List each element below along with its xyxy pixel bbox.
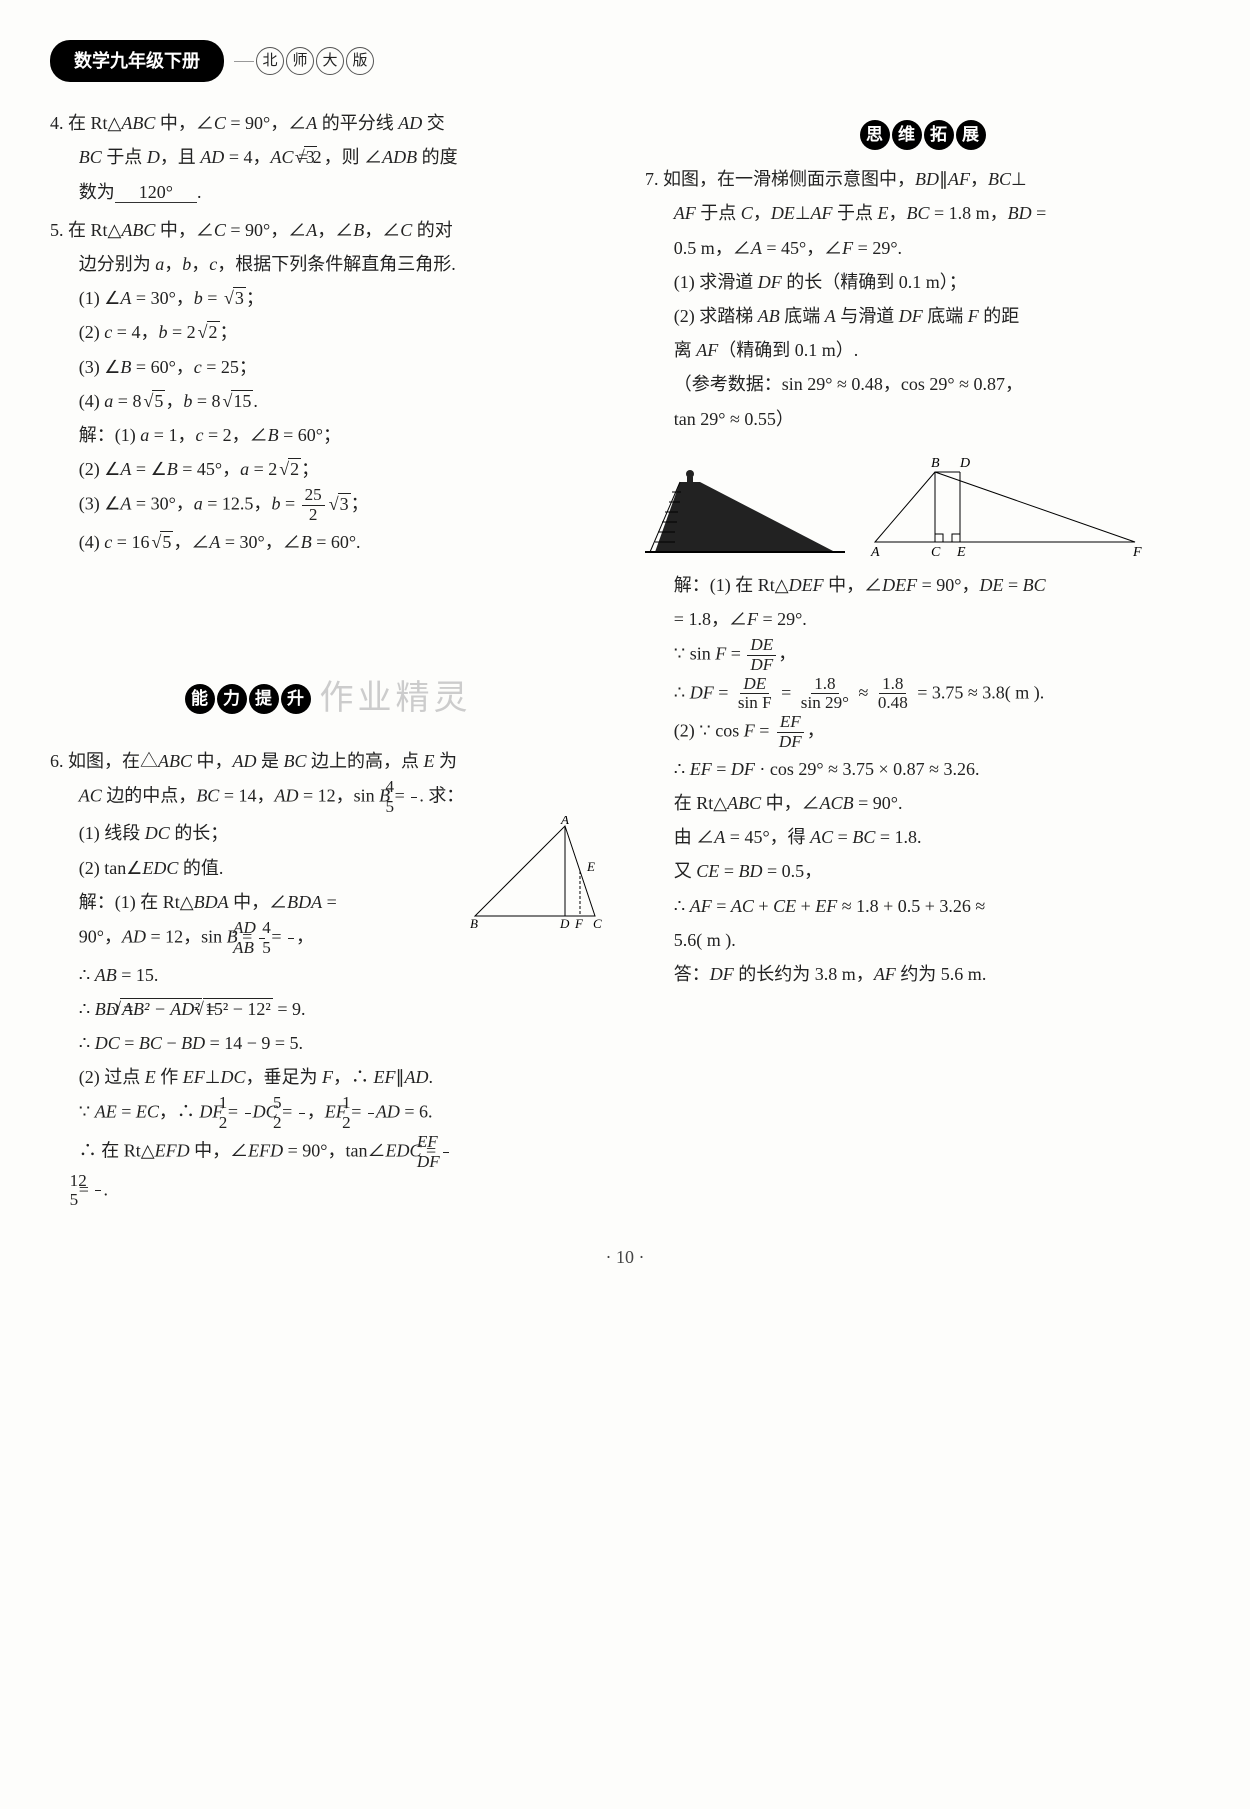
- svg-text:F: F: [1132, 545, 1142, 560]
- q5-sol4: (4) c = 165，∠A = 30°，∠B = 60°.: [50, 525, 605, 559]
- edition-char: 北: [256, 47, 284, 75]
- question-5: 5. 在 Rt△ABC 中，∠C = 90°，∠A，∠B，∠C 的对 边分别为 …: [50, 213, 605, 281]
- question-6: 6. 如图，在△ABC 中，AD 是 BC 边上的高，点 E 为 AC 边的中点…: [50, 744, 605, 1210]
- q5-sol2: (2) ∠A = ∠B = 45°，a = 22；: [50, 452, 605, 486]
- section-extend-badge: 思 维 拓 展: [859, 120, 987, 150]
- edition-badges: 北 师 大 版: [232, 47, 376, 75]
- q5-sol3: (3) ∠A = 30°，a = 12.5，b = 2523；: [50, 486, 605, 525]
- q5-sol1: 解：(1) a = 1，c = 2，∠B = 60°；: [50, 418, 605, 452]
- svg-text:F: F: [574, 916, 584, 931]
- q5-part3: (3) ∠B = 60°，c = 25；: [50, 350, 605, 384]
- figure-q7: B D A C E F: [645, 436, 1200, 568]
- edition-char: 版: [346, 47, 374, 75]
- page-number: · 10 ·: [50, 1240, 1200, 1274]
- question-7: 7. 如图，在一滑梯侧面示意图中，BD∥AF，BC⊥ AF 于点 C，DE⊥AF…: [645, 162, 1200, 265]
- section-ability-badge: 能 力 提 升 作业精灵: [184, 667, 472, 732]
- figure-q6: A B D F C E: [465, 816, 605, 936]
- q5-part2: (2) c = 4，b = 22；: [50, 315, 605, 349]
- svg-text:C: C: [593, 916, 602, 931]
- edition-char: 师: [286, 47, 314, 75]
- right-column: 思 维 拓 展 7. 如图，在一滑梯侧面示意图中，BD∥AF，BC⊥ AF 于点…: [645, 102, 1200, 1210]
- svg-text:B: B: [931, 456, 940, 471]
- q5-part4: (4) a = 85，b = 815.: [50, 384, 605, 418]
- question-4: 4. 在 Rt△ABC 中，∠C = 90°，∠A 的平分线 AD 交 BC 于…: [50, 106, 605, 209]
- q5-part1: (1) ∠A = 30°，b = 3；: [50, 281, 605, 315]
- watermark-text: 作业精灵: [320, 667, 472, 732]
- page-header: 数学九年级下册 北 师 大 版: [50, 40, 1200, 82]
- svg-text:E: E: [586, 859, 595, 874]
- svg-text:A: A: [560, 816, 569, 827]
- svg-text:A: A: [870, 545, 880, 560]
- svg-text:E: E: [956, 545, 966, 560]
- two-column-layout: 4. 在 Rt△ABC 中，∠C = 90°，∠A 的平分线 AD 交 BC 于…: [50, 102, 1200, 1210]
- svg-text:D: D: [959, 456, 970, 471]
- answer-blank-q4: 120°: [115, 182, 197, 203]
- svg-text:B: B: [470, 916, 478, 931]
- left-column: 4. 在 Rt△ABC 中，∠C = 90°，∠A 的平分线 AD 交 BC 于…: [50, 102, 605, 1210]
- svg-text:D: D: [559, 916, 570, 931]
- book-title-pill: 数学九年级下册: [50, 40, 224, 82]
- svg-text:C: C: [931, 545, 941, 560]
- edition-char: 大: [316, 47, 344, 75]
